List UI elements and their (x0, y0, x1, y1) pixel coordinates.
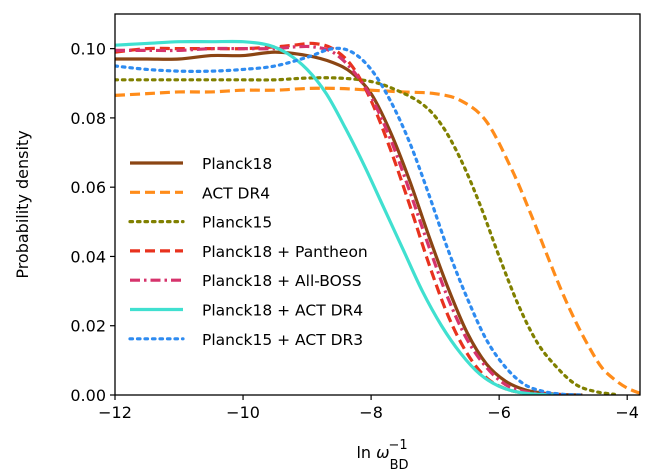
x-axis-title-sup: −1 (389, 438, 408, 453)
axes-frame (114, 13, 641, 396)
y-tick-label: 0.04 (70, 247, 106, 266)
x-axis-title-sub: BD (390, 458, 409, 473)
x-tick-label: −12 (98, 403, 132, 422)
legend-label: ACT DR4 (202, 184, 270, 202)
x-tick-label: −8 (359, 403, 383, 422)
legend: Planck18 ACT DR4 Planck15 Planck18 + Panthe… (128, 155, 368, 349)
x-axis-title: ln ωBD −1 (356, 438, 408, 473)
x-tick-label: −6 (487, 403, 511, 422)
x-ticks: −12 −10 −8 −6 −4 (98, 395, 639, 422)
y-tick-label: 0.02 (70, 317, 106, 336)
legend-label: Planck18 + Pantheon (202, 243, 368, 261)
y-tick-label: 0.08 (70, 109, 106, 128)
series-line-7 (115, 46, 584, 395)
series-line-5 (115, 44, 564, 395)
series-layer (115, 39, 640, 395)
series-line-3 (115, 76, 616, 395)
legend-label: Planck18 + All-BOSS (202, 272, 362, 290)
series-line-2 (115, 86, 640, 395)
y-tick-label: 0.00 (70, 386, 106, 405)
legend-label: Planck15 + ACT DR3 (202, 331, 363, 349)
series-line-1 (115, 50, 583, 395)
x-tick-label: −4 (615, 403, 639, 422)
x-tick-label: −10 (226, 403, 260, 422)
y-tick-label: 0.10 (70, 40, 106, 59)
y-axis-title: Probability density (13, 130, 32, 278)
y-tick-label: 0.06 (70, 178, 106, 197)
y-ticks: 0.00 0.02 0.04 0.06 0.08 0.10 (70, 40, 115, 405)
legend-label: Planck18 (202, 155, 272, 173)
x-axis-title-ln: ln (356, 443, 376, 462)
legend-label: Planck18 + ACT DR4 (202, 302, 363, 320)
x-axis-title-omega: ω (376, 443, 389, 462)
legend-label: Planck15 (202, 214, 272, 232)
series-line-6 (115, 39, 557, 395)
